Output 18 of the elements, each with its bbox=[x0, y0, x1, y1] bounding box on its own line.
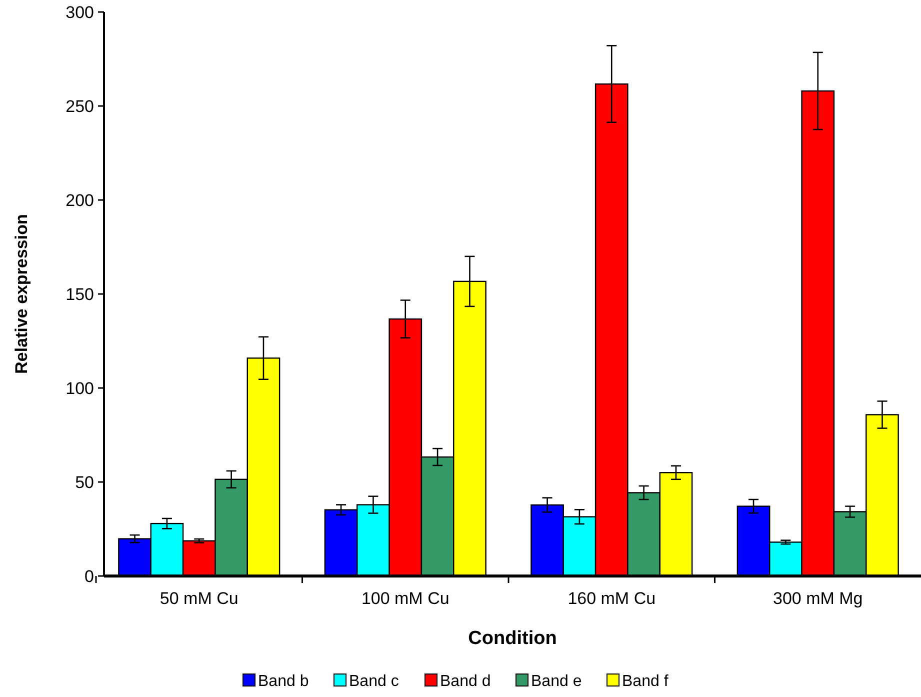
y-axis-title: Relative expression bbox=[12, 214, 31, 374]
y-tick-label: 150 bbox=[66, 284, 94, 304]
y-tick-label: 250 bbox=[66, 96, 94, 116]
x-axis-title: Condition bbox=[468, 628, 557, 649]
legend-label: Band b bbox=[258, 673, 309, 690]
x-tick-label: 160 mM Cu bbox=[568, 589, 656, 608]
legend-label: Band f bbox=[622, 673, 669, 690]
legend-label: Band d bbox=[440, 673, 491, 690]
x-tick-label: 50 mM Cu bbox=[160, 589, 238, 608]
legend-label: Band e bbox=[531, 673, 582, 690]
y-tick-label: 0 bbox=[84, 566, 94, 586]
legend-label: Band c bbox=[349, 673, 399, 690]
x-tick-label: 100 mM Cu bbox=[361, 589, 450, 608]
x-tick-label: 300 mM Mg bbox=[773, 589, 863, 608]
y-tick-label: 100 bbox=[66, 378, 94, 398]
y-tick-label: 300 bbox=[66, 2, 94, 22]
y-tick-label: 200 bbox=[66, 190, 94, 210]
y-tick-label: 50 bbox=[75, 472, 94, 492]
